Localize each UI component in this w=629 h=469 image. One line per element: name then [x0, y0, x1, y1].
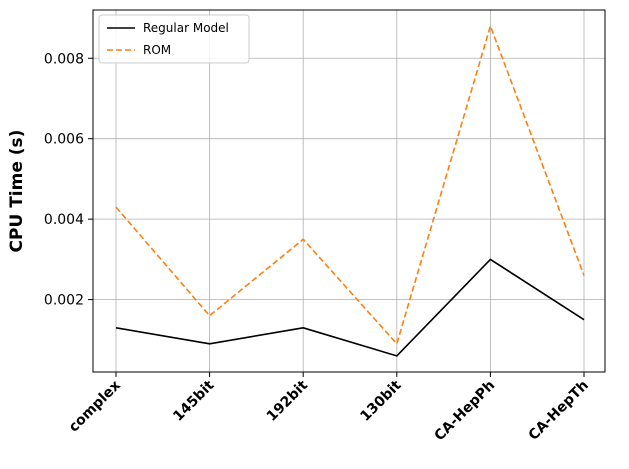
y-tick-label: 0.006: [44, 132, 84, 148]
x-tick-label: 145bit: [170, 377, 217, 424]
legend: Regular Model ROM: [98, 14, 250, 64]
legend-label-1: ROM: [143, 43, 171, 57]
series-line-1: [115, 25, 585, 345]
y-tick-label: 0.008: [44, 51, 84, 67]
grid: [93, 10, 605, 372]
legend-box: [98, 14, 250, 64]
series-lines: [115, 25, 585, 357]
plot-frame: [92, 9, 606, 373]
y-tick-label: 0.004: [44, 212, 84, 228]
x-axis: complex 145bit 192bit 130bit CA-HepPh CA-HepT…: [66, 372, 592, 444]
series-line-0: [115, 258, 585, 357]
y-axis: 0.002 0.004 0.006 0.008: [44, 51, 93, 309]
x-tick-label: 130bit: [357, 377, 404, 424]
x-tick-label: CA-HepTh: [526, 378, 592, 444]
x-tick-label: CA-HepPh: [431, 378, 498, 445]
y-tick-label: 0.002: [44, 293, 84, 309]
legend-label-0: Regular Model: [143, 21, 229, 35]
x-tick-label: complex: [66, 378, 124, 436]
y-axis-label: CPU Time (s): [7, 130, 27, 253]
x-tick-label: 192bit: [264, 377, 311, 424]
